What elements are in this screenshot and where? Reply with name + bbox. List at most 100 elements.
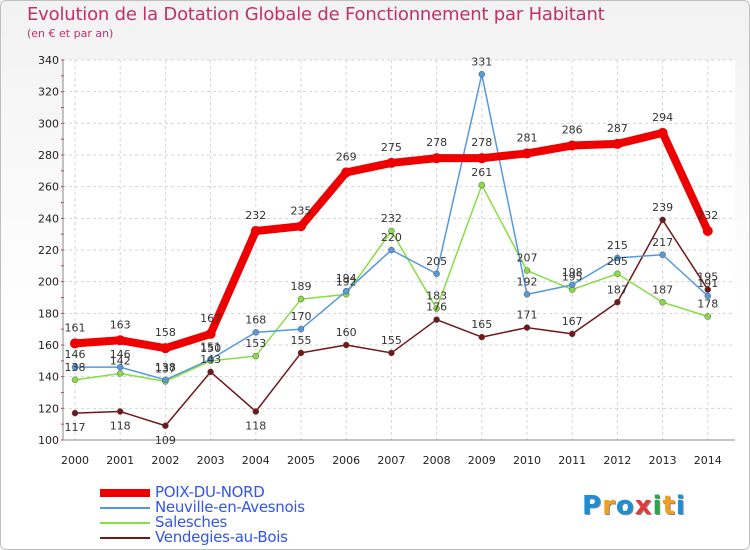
data-point [523, 324, 531, 331]
data-label: 160 [336, 326, 357, 339]
legend-label: POIX-DU-NORD [155, 483, 265, 501]
data-point [612, 138, 623, 149]
x-tick-label: 2002 [151, 454, 179, 467]
data-label: 191 [697, 277, 718, 290]
data-point [160, 343, 171, 354]
y-tick-label: 220 [38, 244, 59, 257]
data-label: 192 [517, 275, 538, 288]
data-label: 281 [517, 131, 538, 144]
data-label: 286 [562, 124, 583, 137]
data-point [478, 71, 486, 78]
data-point [568, 281, 576, 289]
data-point [162, 376, 169, 384]
y-tick-label: 180 [38, 307, 59, 320]
data-point [523, 291, 531, 298]
logo-letter: P [582, 491, 603, 521]
data-label: 278 [471, 136, 492, 149]
data-label: 207 [517, 252, 538, 265]
data-label: 161 [65, 321, 86, 334]
data-point [342, 287, 350, 295]
data-point [478, 333, 486, 341]
legend-swatch [100, 522, 150, 524]
data-label: 150 [200, 342, 221, 355]
data-label: 195 [562, 271, 583, 284]
legend-swatch [100, 537, 150, 539]
data-point [296, 221, 306, 232]
data-label: 239 [652, 201, 673, 214]
data-point [71, 363, 79, 371]
data-point [567, 140, 578, 151]
data-label: 109 [155, 434, 176, 447]
y-tick-label: 240 [38, 212, 59, 225]
logo-letter: o [615, 491, 635, 521]
data-label: 178 [697, 298, 718, 311]
logo-letter: i [675, 491, 686, 521]
data-label: 138 [65, 361, 86, 374]
data-label: 167 [562, 315, 583, 328]
chart-title: Evolution de la Dotation Globale de Fonc… [27, 4, 605, 25]
data-point [614, 270, 621, 277]
data-label: 155 [291, 334, 312, 347]
data-label: 232 [697, 209, 718, 222]
data-point [657, 127, 668, 138]
data-label: 269 [336, 150, 357, 163]
data-label: 294 [652, 111, 673, 124]
logo-letter: x [634, 491, 653, 521]
data-point [297, 349, 305, 357]
x-tick-label: 2006 [332, 454, 360, 467]
data-point [704, 292, 712, 300]
y-tick-label: 260 [38, 181, 59, 194]
data-point [388, 227, 395, 235]
data-point [252, 352, 260, 360]
data-point [433, 270, 440, 277]
x-tick-label: 2004 [242, 454, 270, 467]
data-label: 142 [110, 355, 131, 368]
data-point [704, 313, 712, 320]
y-tick-label: 200 [38, 276, 59, 289]
data-label: 287 [607, 122, 628, 135]
data-point [476, 153, 487, 164]
data-label: 189 [291, 280, 312, 293]
legend-swatch [100, 489, 150, 497]
y-tick-label: 100 [38, 434, 59, 447]
legend-label: Neuville-en-Avesnois [155, 498, 305, 516]
data-point [297, 295, 305, 303]
data-point [614, 254, 621, 262]
data-point [205, 328, 216, 339]
data-point [659, 251, 666, 258]
x-tick-label: 2014 [694, 454, 722, 467]
data-point [702, 226, 713, 236]
data-label: 137 [155, 362, 176, 375]
x-tick-label: 2011 [558, 454, 586, 467]
data-label: 167 [200, 312, 221, 325]
data-point [71, 376, 79, 384]
data-label: 195 [697, 271, 718, 284]
data-label: 183 [426, 290, 447, 303]
legend-label: Salesches [155, 513, 228, 531]
data-label: 118 [110, 420, 131, 433]
y-tick-label: 320 [38, 86, 59, 99]
logo-letter: t [662, 491, 676, 521]
y-tick-label: 340 [38, 54, 59, 67]
data-point [115, 335, 126, 346]
x-tick-label: 2007 [377, 454, 405, 467]
data-label: 232 [381, 212, 402, 225]
data-label: 117 [65, 421, 86, 434]
data-point [71, 409, 79, 417]
data-point [341, 167, 352, 178]
data-point [116, 370, 124, 377]
data-label: 158 [155, 326, 176, 339]
data-point [433, 316, 440, 323]
data-label: 278 [426, 136, 447, 149]
x-tick-label: 2003 [197, 454, 225, 467]
data-label: 155 [381, 334, 402, 347]
data-label: 220 [381, 231, 402, 244]
data-point [386, 157, 397, 168]
data-point [207, 356, 214, 363]
data-label: 205 [607, 255, 628, 268]
data-point [522, 148, 532, 159]
y-tick-label: 300 [38, 117, 59, 130]
y-tick-label: 160 [38, 339, 59, 352]
data-label: 165 [471, 318, 492, 331]
data-label: 176 [426, 301, 447, 314]
